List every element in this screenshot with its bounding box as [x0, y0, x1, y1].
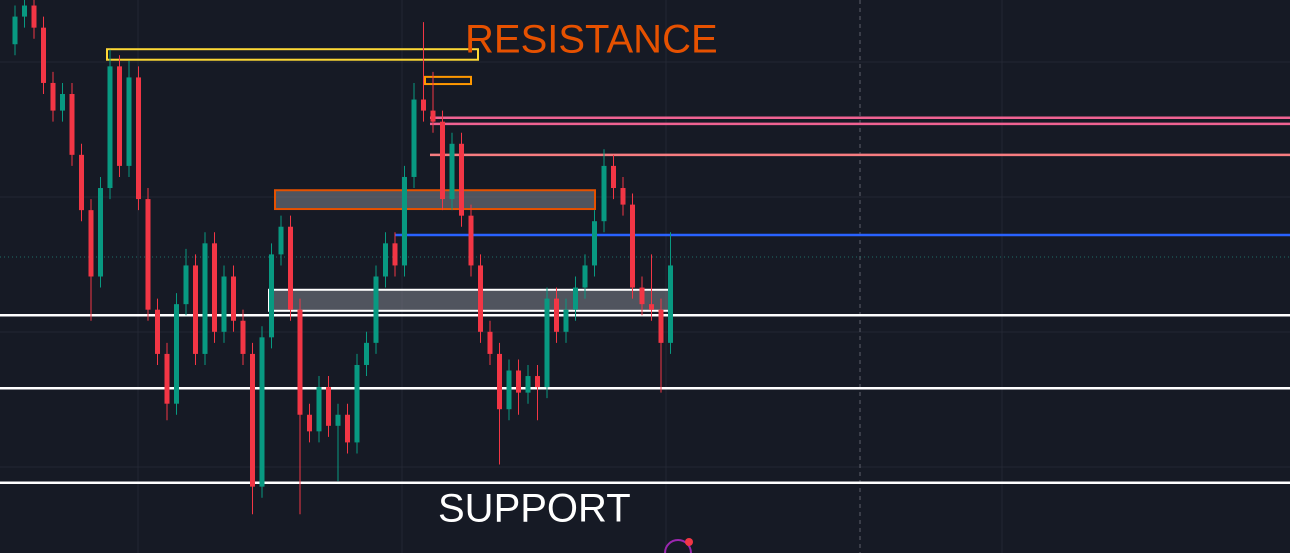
candle-body — [354, 364, 360, 443]
candle-body — [269, 254, 274, 338]
candle-body — [582, 265, 588, 288]
candle-body — [601, 165, 607, 222]
candle-body — [411, 99, 417, 177]
candle-body — [288, 226, 293, 310]
candle-body — [88, 210, 94, 277]
candle-body — [478, 265, 483, 332]
zone — [424, 75, 472, 86]
candle-body — [60, 94, 65, 111]
candle-body — [316, 387, 322, 432]
annotation: RESISTANCE — [465, 18, 718, 62]
candle-body — [421, 99, 426, 111]
candle-body — [41, 27, 46, 83]
candle-body — [373, 276, 379, 343]
candle-body — [506, 370, 512, 410]
candle-body — [231, 276, 236, 321]
candle-body — [79, 154, 84, 211]
candle-body — [221, 276, 227, 332]
candle-body — [563, 309, 569, 332]
candle-body — [554, 298, 559, 332]
candle-body — [449, 143, 455, 200]
candle-body — [620, 188, 626, 205]
candle-body — [326, 387, 331, 426]
candle-body — [639, 287, 645, 305]
candle-body — [202, 243, 208, 354]
candle-body — [183, 265, 189, 305]
marks — [0, 0, 1290, 515]
logo-icon — [664, 539, 692, 553]
candle-body — [250, 353, 255, 487]
candle-body — [402, 176, 407, 266]
zone — [274, 189, 596, 211]
candle-body — [345, 414, 350, 443]
candle-body — [468, 215, 474, 266]
candle-body — [22, 5, 27, 17]
candle-body — [630, 204, 635, 288]
candle-body — [487, 331, 493, 354]
candle-body — [535, 376, 540, 388]
candle-body — [658, 309, 664, 343]
zone — [106, 48, 479, 61]
candle-body — [126, 77, 132, 166]
zone — [268, 288, 673, 312]
candle-body — [136, 77, 141, 200]
candle-body — [240, 320, 246, 354]
candle-body — [430, 110, 436, 122]
annotation: SUPPORT — [438, 487, 631, 531]
candle-body — [31, 5, 37, 28]
candle-body — [50, 82, 56, 111]
candle-body — [297, 309, 303, 415]
candle-body — [69, 94, 75, 155]
candle-body — [392, 243, 398, 266]
candle-body — [525, 376, 531, 393]
candle-body — [107, 66, 113, 189]
candle-body — [440, 121, 445, 200]
candle-body — [278, 226, 284, 255]
candle-body — [98, 188, 103, 277]
candle-body — [259, 337, 265, 487]
candle-body — [573, 287, 578, 310]
candle-body — [212, 243, 217, 332]
candle-body — [497, 353, 502, 410]
candle-body — [592, 221, 597, 266]
candle-body — [649, 304, 654, 310]
candle-body — [155, 309, 160, 354]
candle-body — [335, 414, 341, 426]
candle-body — [307, 414, 312, 432]
candle-body — [459, 143, 464, 216]
candle-body — [668, 265, 673, 343]
candle-body — [117, 66, 122, 166]
candle-body — [164, 353, 170, 404]
candle-body — [516, 370, 521, 393]
candle-body — [611, 165, 616, 189]
candle-body — [174, 304, 179, 404]
candle-body — [364, 342, 369, 365]
candle-body — [383, 243, 388, 277]
candle-body — [544, 298, 550, 388]
candle-body — [145, 199, 151, 310]
candle-body — [193, 265, 198, 354]
candle-body — [12, 16, 18, 45]
logo-dot — [685, 538, 693, 546]
